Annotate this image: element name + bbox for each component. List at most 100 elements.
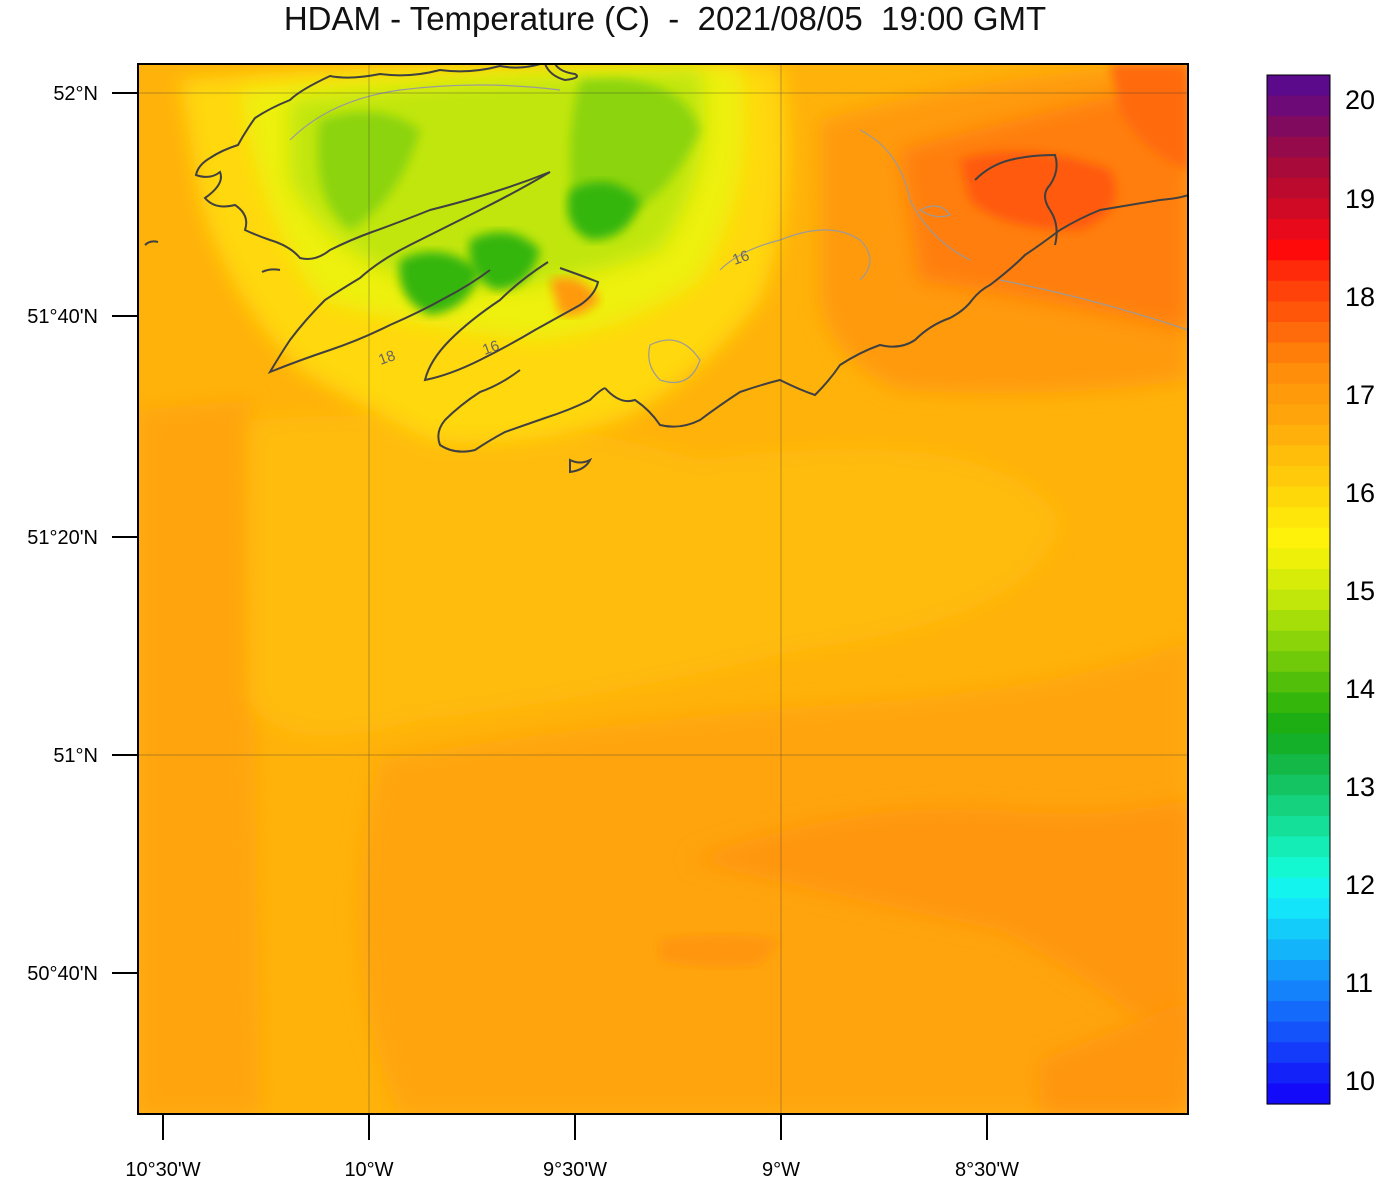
lon-label-8-30w: 8°30'W [955,1159,1019,1180]
lat-label-51n: 51°N [53,745,98,767]
colorbar-swatch [1267,424,1330,447]
coastline-segment [544,64,578,82]
colorbar-swatch [1267,795,1330,817]
colorbar-label: 20 [1345,85,1375,115]
contour-line [289,84,561,141]
green-patch-1 [399,252,480,315]
colorbar-swatch [1267,75,1330,97]
northeast-hot-corner [1110,64,1188,170]
lat-label-51-20n: 51°20'N [27,527,98,549]
colorbar-swatch [1267,980,1330,1002]
colorbar-swatch [1267,836,1330,858]
southeast-warm-patch [1040,1000,1188,1114]
colorbar-swatch [1267,527,1330,549]
latitude-ticks [112,92,138,974]
colorbar-label: 12 [1345,870,1375,900]
colorbar-label: 17 [1345,380,1375,410]
colorbar-swatch [1267,507,1330,529]
colorbar-swatch [1267,445,1330,467]
colorbar-swatch [1267,898,1330,920]
temperature-field [138,64,1188,1114]
colorbar-frame [1266,74,1331,1105]
colorbar-label: 11 [1345,968,1373,998]
colorbar [1267,75,1330,1105]
colorbar-swatch [1267,342,1330,364]
longitude-ticks [162,1114,988,1140]
contour-label: 16 [730,247,751,269]
colorbar-label: 14 [1345,674,1375,704]
map-title: HDAM - Temperature (C) - 2021/08/05 19:0… [283,0,1047,37]
coastline-segment [261,268,281,273]
colorbar-swatch [1267,712,1330,735]
colorbar-swatch [1267,857,1330,879]
contour-label: 18 [376,347,397,369]
colorbar-swatch [1267,918,1330,940]
colorbar-label: 19 [1345,184,1375,214]
warm-spot [550,277,600,316]
colorbar-swatch [1267,610,1330,632]
colorbar-swatch [1267,1001,1330,1023]
contour-lines [289,84,1188,384]
coastline-segment [437,369,606,453]
colorbar-swatch [1267,733,1330,755]
contour-line [648,339,701,384]
colorbar-swatch [1267,280,1330,302]
colorbar-label: 16 [1345,478,1375,508]
colorbar-swatch [1267,1062,1330,1085]
lat-label-52n: 52°N [53,83,98,105]
colorbar-swatch [1267,815,1330,838]
colorbar-swatch [1267,877,1330,899]
colorbar-swatch [1267,671,1330,693]
colorbar-swatch [1267,260,1330,282]
colorbar-swatch [1267,1021,1330,1043]
colorbar-swatch [1267,198,1330,220]
colorbar-swatch [1267,404,1330,426]
colorbar-labels: 20 19 18 17 16 15 14 13 12 11 10 [1345,85,1375,1096]
colorbar-swatch [1267,136,1330,158]
colorbar-swatch [1267,116,1330,138]
hot-core [960,152,1116,230]
central-cool-lobe [250,415,1060,736]
lon-label-9w: 9°W [762,1159,800,1180]
colorbar-label: 10 [1345,1066,1375,1096]
coastline-segment [974,153,1058,246]
green-patch-3 [567,182,640,240]
colorbar-swatch [1267,754,1330,776]
plot-frame [137,63,1189,1115]
south-warmer-patch [690,800,1188,1060]
colorbar-swatch [1267,589,1330,611]
colorbar-swatch [1267,1083,1330,1105]
lon-label-9-30w: 9°30'W [543,1159,607,1180]
lon-label-10w: 10°W [344,1159,393,1180]
colorbar-swatch [1267,568,1330,591]
contour-line [999,279,1188,331]
colorbar-swatch [1267,1042,1330,1064]
contour-line [719,229,871,281]
colorbar-swatch [1267,363,1330,385]
coastline-segment [604,194,1188,428]
lat-label-50-40n: 50°40'N [27,963,98,985]
green-patch-2 [469,232,540,290]
coastline-segment [194,64,551,260]
colorbar-swatch [1267,157,1330,179]
graticule [138,64,1188,1114]
colorbar-swatch [1267,321,1330,344]
lon-label-10-30w: 10°30'W [125,1159,200,1180]
colorbar-swatch [1267,548,1330,570]
contour-line [918,205,951,218]
colorbar-swatch [1267,301,1330,323]
coastline-segment [267,171,551,375]
colorbar-swatch [1267,939,1330,961]
small-warm-patch [660,935,780,967]
colorbar-label: 15 [1345,576,1375,606]
colorbar-swatch [1267,774,1330,796]
colorbar-swatch [1267,651,1330,673]
colorbar-swatch [1267,486,1330,508]
colorbar-swatch [1267,383,1330,405]
colorbar-label: 18 [1345,282,1375,312]
colorbar-swatch [1267,959,1330,982]
lat-label-51-40n: 51°40'N [27,306,98,328]
colorbar-swatch [1267,692,1330,714]
colorbar-swatch [1267,219,1330,241]
